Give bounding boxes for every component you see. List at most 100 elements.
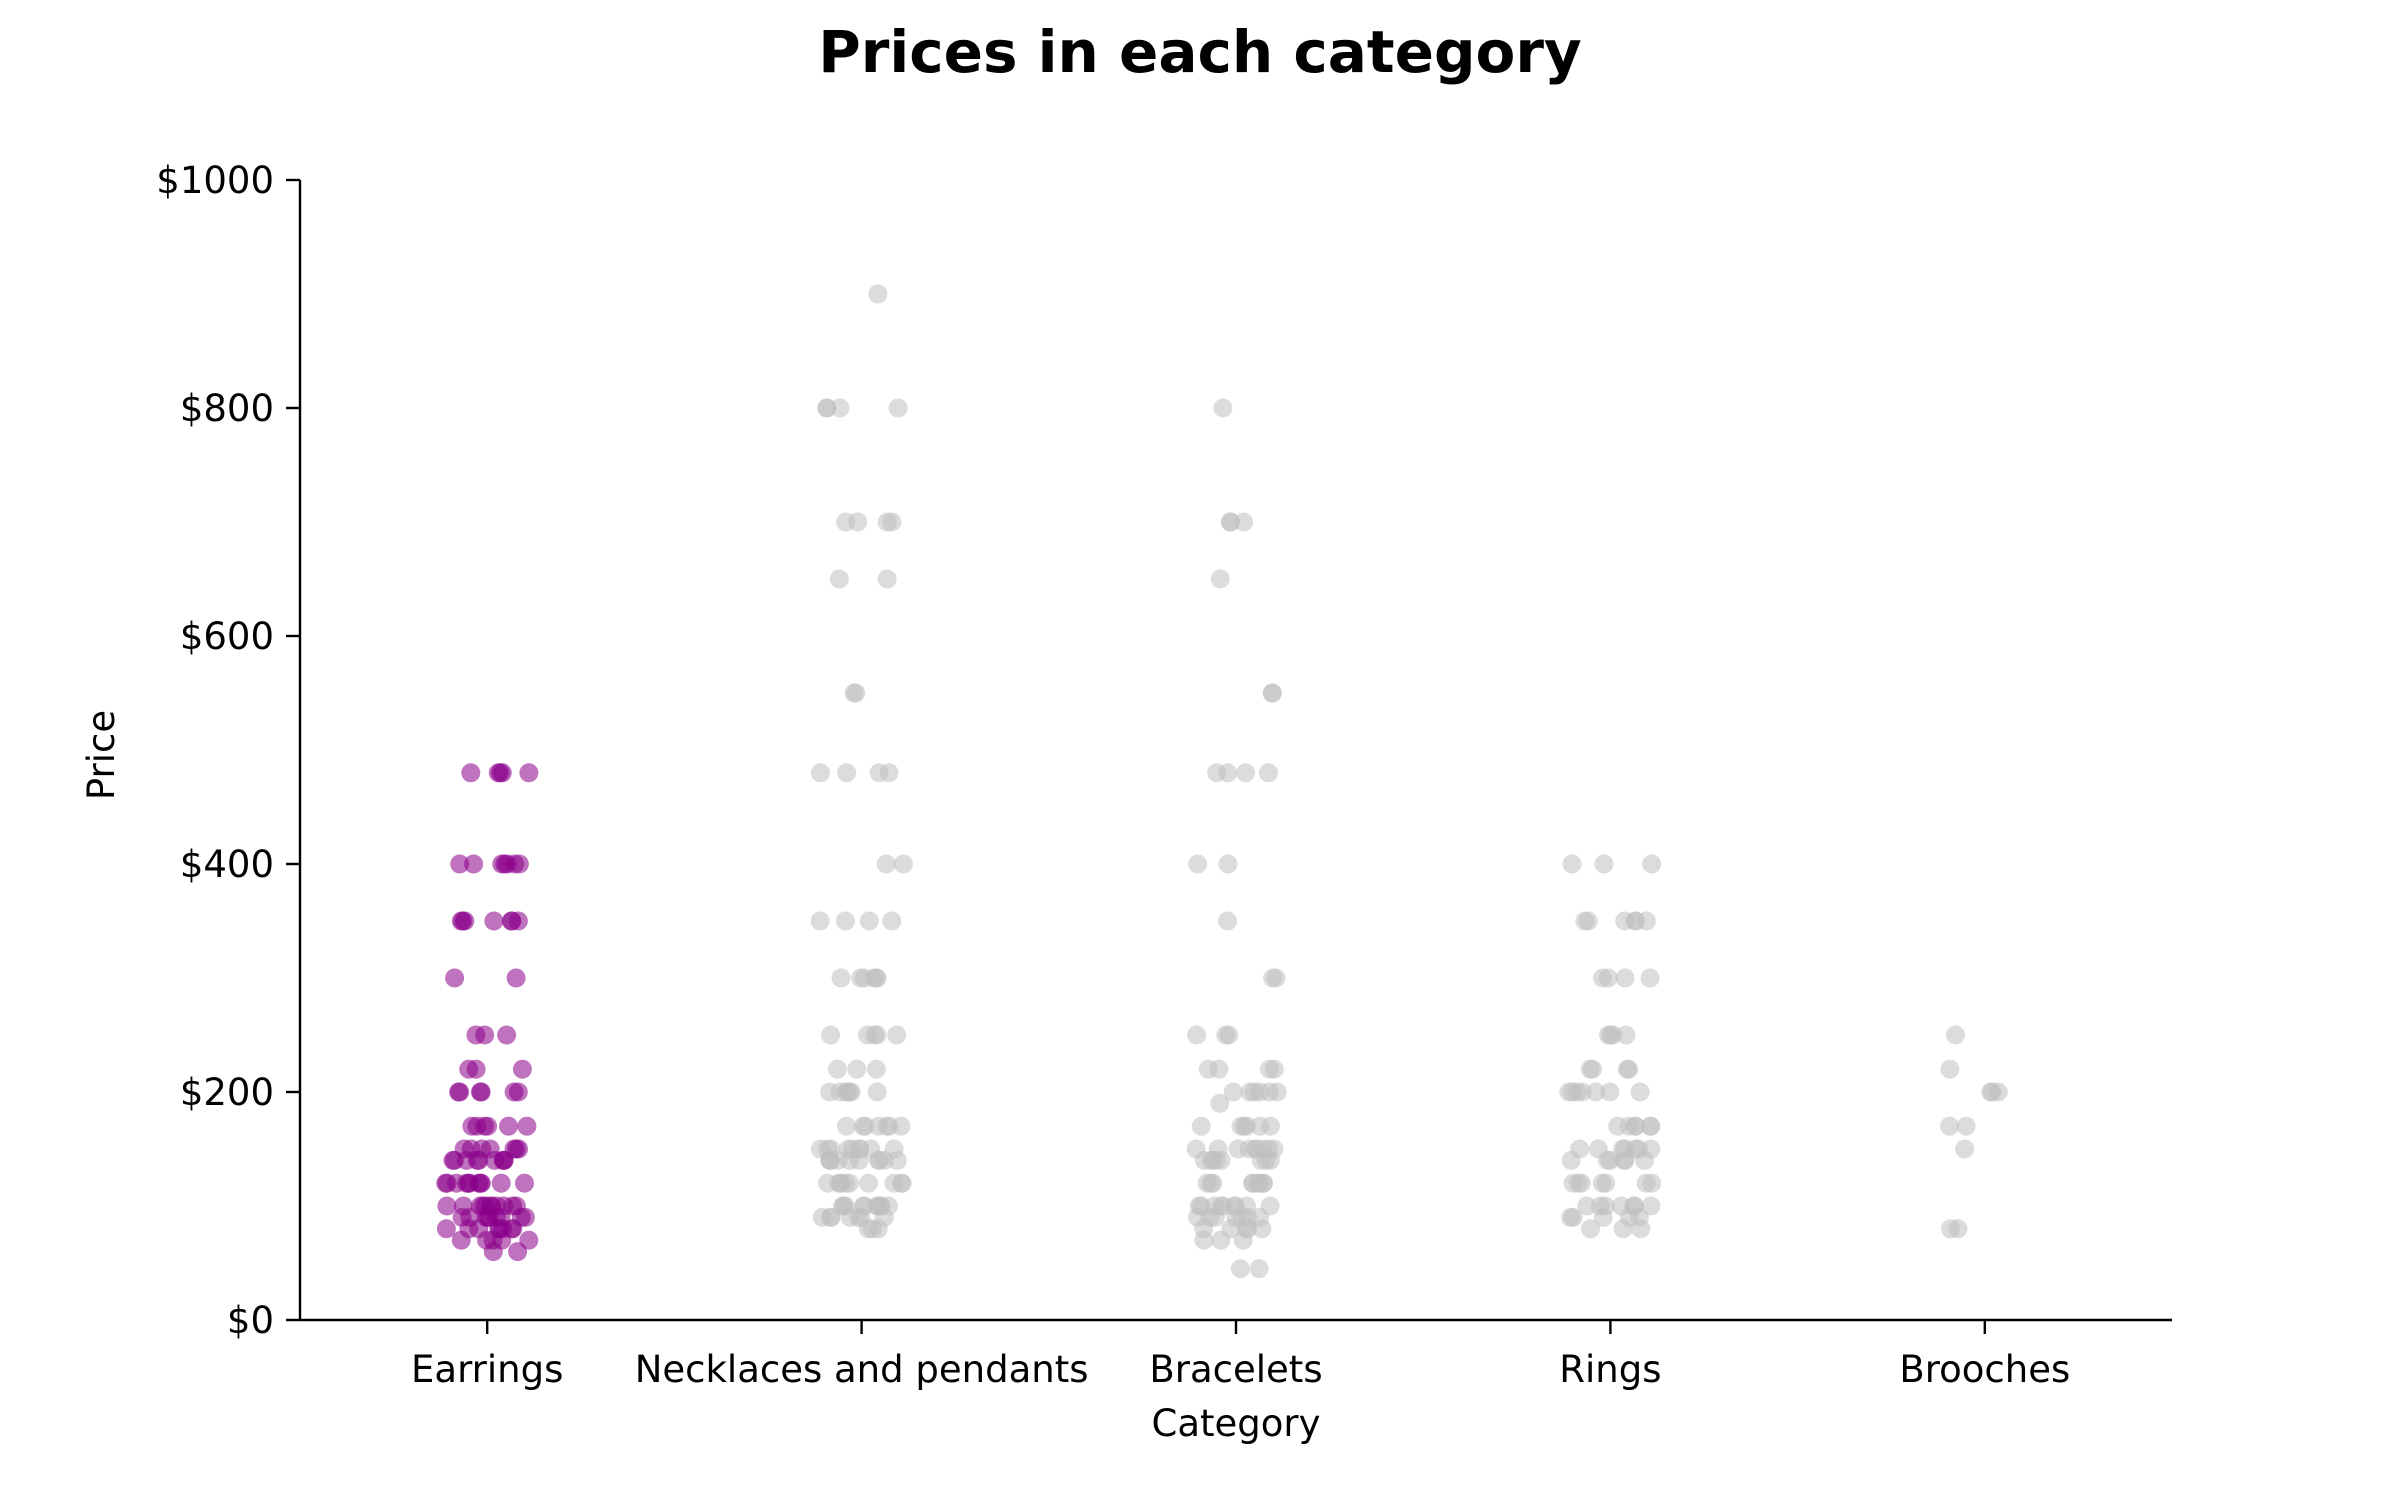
point-rings <box>1580 1059 1600 1079</box>
point-earrings <box>445 968 465 988</box>
point-rings <box>1619 1059 1639 1079</box>
point-brooches <box>1946 1025 1965 1045</box>
x-tick-label-rings: Rings <box>1559 1348 1661 1391</box>
point-rings <box>1613 1219 1633 1239</box>
point-bracelets <box>1248 1173 1268 1193</box>
y-tick-label: $600 <box>180 615 274 658</box>
y-axis-label: Price <box>80 710 123 800</box>
point-rings <box>1567 1082 1587 1102</box>
point-earrings <box>497 854 517 874</box>
point-rings <box>1615 968 1635 988</box>
point-necklaces-and-pendants <box>810 763 830 783</box>
point-earrings <box>436 1219 456 1239</box>
point-necklaces-and-pendants <box>821 1207 840 1227</box>
point-bracelets <box>1264 1059 1284 1079</box>
point-necklaces-and-pendants <box>836 512 856 532</box>
point-earrings <box>508 911 528 931</box>
point-earrings <box>436 1173 456 1193</box>
y-tick-label: $400 <box>180 843 274 886</box>
point-necklaces-and-pendants <box>877 1116 897 1136</box>
point-earrings <box>461 763 481 783</box>
point-earrings <box>453 911 473 931</box>
point-earrings <box>506 968 526 988</box>
point-necklaces-and-pendants <box>877 569 897 589</box>
point-rings <box>1630 1082 1650 1102</box>
x-axis-label: Category <box>1151 1402 1320 1445</box>
y-tick-label: $800 <box>180 387 274 430</box>
point-necklaces-and-pendants <box>828 1150 848 1170</box>
x-tick-label-necklaces-and-pendants: Necklaces and pendants <box>635 1348 1089 1391</box>
point-bracelets <box>1210 1093 1230 1113</box>
point-bracelets <box>1252 1219 1272 1239</box>
point-necklaces-and-pendants <box>876 854 896 874</box>
point-rings <box>1641 1196 1661 1216</box>
point-necklaces-and-pendants <box>868 284 888 304</box>
point-necklaces-and-pendants <box>835 911 855 931</box>
point-necklaces-and-pendants <box>820 1082 840 1102</box>
point-bracelets <box>1228 1139 1248 1159</box>
points-layer <box>436 284 2008 1279</box>
point-earrings <box>508 1242 528 1262</box>
point-brooches <box>1948 1219 1968 1239</box>
point-necklaces-and-pendants <box>882 911 902 931</box>
point-necklaces-and-pendants <box>882 512 902 532</box>
point-bracelets <box>1220 512 1240 532</box>
point-rings <box>1593 1207 1613 1227</box>
point-rings <box>1640 1116 1660 1136</box>
x-tick-label-bracelets: Bracelets <box>1149 1348 1322 1391</box>
point-earrings <box>459 1173 479 1193</box>
point-bracelets <box>1259 1082 1279 1102</box>
point-bracelets <box>1209 1059 1229 1079</box>
point-earrings <box>512 1059 532 1079</box>
point-earrings <box>437 1196 457 1216</box>
point-rings <box>1562 854 1582 874</box>
point-necklaces-and-pendants <box>831 968 851 988</box>
point-earrings <box>451 1230 471 1250</box>
point-necklaces-and-pendants <box>887 1150 907 1170</box>
point-earrings <box>515 1173 534 1193</box>
point-necklaces-and-pendants <box>867 1082 887 1102</box>
point-bracelets <box>1191 1116 1211 1136</box>
point-necklaces-and-pendants <box>866 968 886 988</box>
point-bracelets <box>1256 1150 1276 1170</box>
point-bracelets <box>1218 911 1237 931</box>
point-bracelets <box>1258 763 1278 783</box>
point-necklaces-and-pendants <box>893 854 913 874</box>
x-ticks: Earrings Necklaces and pendants Bracelets R… <box>411 1320 2070 1391</box>
point-bracelets <box>1236 763 1256 783</box>
point-necklaces-and-pendants <box>879 763 899 783</box>
point-necklaces-and-pendants <box>831 1173 851 1193</box>
point-bracelets <box>1230 1259 1250 1279</box>
point-bracelets <box>1218 854 1238 874</box>
x-tick-label-brooches: Brooches <box>1899 1348 2070 1391</box>
chart-title: Prices in each category <box>818 18 1582 86</box>
point-necklaces-and-pendants <box>840 1207 860 1227</box>
point-necklaces-and-pendants <box>859 1173 878 1193</box>
point-brooches <box>1955 1139 1975 1159</box>
point-earrings <box>450 854 470 874</box>
point-bracelets <box>1213 398 1233 418</box>
point-rings <box>1636 911 1656 931</box>
point-earrings <box>449 1082 468 1102</box>
point-earrings <box>483 1242 503 1262</box>
point-necklaces-and-pendants <box>849 1150 869 1170</box>
point-earrings <box>467 1150 487 1170</box>
y-tick-label: $1000 <box>156 159 274 202</box>
point-necklaces-and-pendants <box>828 1059 847 1079</box>
point-bracelets <box>1194 1230 1214 1250</box>
point-rings <box>1596 1173 1616 1193</box>
point-rings <box>1563 1173 1583 1193</box>
point-rings <box>1615 1150 1635 1170</box>
point-earrings <box>492 763 512 783</box>
point-bracelets <box>1261 1116 1280 1136</box>
point-necklaces-and-pendants <box>853 1116 873 1136</box>
point-brooches <box>1940 1059 1960 1079</box>
point-earrings <box>504 1082 524 1102</box>
point-necklaces-and-pendants <box>821 1025 841 1045</box>
point-rings <box>1615 911 1635 931</box>
point-necklaces-and-pendants <box>866 1059 886 1079</box>
point-brooches <box>1956 1116 1976 1136</box>
point-bracelets <box>1211 1150 1231 1170</box>
point-rings <box>1594 854 1614 874</box>
